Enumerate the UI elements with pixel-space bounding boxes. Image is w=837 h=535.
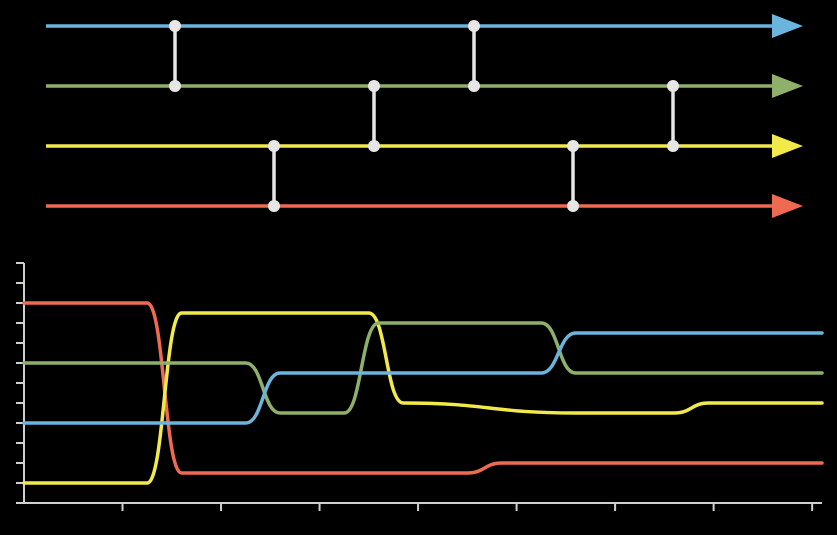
comparator-node — [667, 80, 679, 92]
arrow-yellow-icon — [772, 134, 803, 158]
series-line-red — [22, 301, 824, 475]
arrow-blue-icon — [772, 14, 803, 38]
comparator-node — [567, 140, 579, 152]
comparator-network — [46, 14, 803, 218]
chart-series — [22, 301, 824, 485]
comparator-node — [368, 140, 380, 152]
series-line-green — [22, 321, 824, 415]
comparator-node — [468, 20, 480, 32]
arrow-green-icon — [772, 74, 803, 98]
comparator-node — [368, 80, 380, 92]
comparator-node — [169, 80, 181, 92]
series-line-blue — [22, 331, 824, 425]
line-chart — [16, 262, 824, 511]
comparator-node — [667, 140, 679, 152]
comparator-node — [268, 140, 280, 152]
comparator-node — [169, 20, 181, 32]
comparator-node — [567, 200, 579, 212]
series-line-yellow — [22, 311, 824, 485]
arrow-red-icon — [772, 194, 803, 218]
comparator-node — [468, 80, 480, 92]
comparator-node — [268, 200, 280, 212]
